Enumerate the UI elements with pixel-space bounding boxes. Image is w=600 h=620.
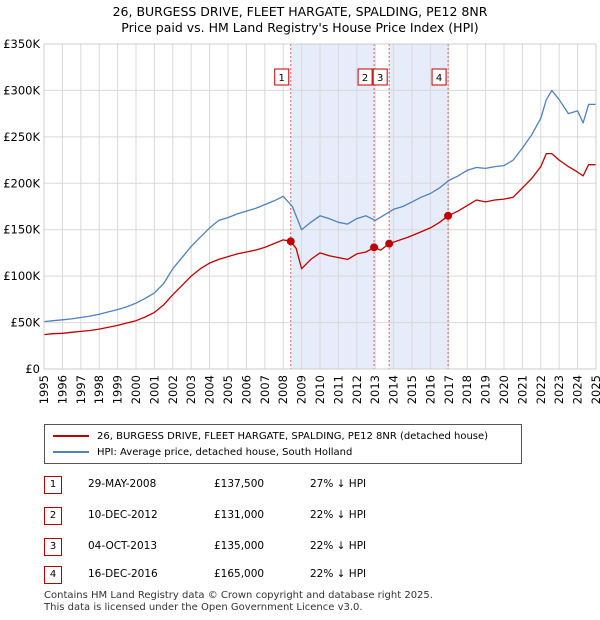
sale-point — [286, 237, 295, 246]
x-tick-label: 2021 — [515, 375, 529, 404]
sale-label-text: 2 — [362, 73, 368, 84]
table-row: 2 10-DEC-2012 £131,000 22% ↓ HPI — [40, 507, 560, 525]
x-tick-label: 2015 — [405, 375, 419, 404]
x-tick-label: 2005 — [221, 375, 235, 404]
sale-hpi-diff: 22% ↓ HPI — [310, 509, 367, 521]
sale-point — [385, 239, 394, 248]
y-tick-label: £250K — [3, 130, 40, 144]
sale-label-box — [357, 68, 373, 86]
sale-label-box — [431, 68, 447, 86]
x-tick-label: 1996 — [55, 375, 69, 404]
x-tick-label: 1999 — [111, 375, 125, 404]
sale-hpi-diff: 22% ↓ HPI — [310, 540, 367, 552]
legend-item-hpi: HPI: Average price, detached house, Sout… — [53, 445, 352, 459]
sale-date: 10-DEC-2012 — [88, 509, 158, 521]
sale-hpi-diff: 27% ↓ HPI — [310, 478, 367, 490]
plot-border — [43, 43, 597, 370]
x-tick-label: 2017 — [442, 375, 456, 404]
sale-number-badge: 3 — [44, 538, 62, 556]
sale-point — [370, 243, 379, 252]
x-tick-label: 2025 — [589, 375, 600, 404]
sale-label-text: 1 — [279, 73, 285, 84]
table-row: 1 29-MAY-2008 £137,500 27% ↓ HPI — [40, 476, 560, 494]
legend-label-hpi: HPI: Average price, detached house, Sout… — [97, 446, 353, 458]
table-row: 4 16-DEC-2016 £165,000 22% ↓ HPI — [40, 566, 560, 584]
x-tick-label: 2008 — [276, 375, 290, 404]
sale-date: 29-MAY-2008 — [88, 478, 157, 490]
sale-price: £135,000 — [214, 540, 265, 552]
sale-number-badge: 2 — [44, 507, 62, 525]
x-tick-label: 2002 — [166, 375, 180, 404]
footer-copyright: Contains HM Land Registry data © Crown c… — [44, 590, 433, 601]
y-tick-label: £0 — [25, 362, 40, 376]
legend-item-price-paid: 26, BURGESS DRIVE, FLEET HARGATE, SPALDI… — [53, 429, 488, 443]
legend-swatch-price-paid — [53, 435, 89, 437]
table-row: 3 04-OCT-2013 £135,000 22% ↓ HPI — [40, 538, 560, 556]
x-tick-label: 1995 — [37, 375, 51, 404]
sale-label-text: 3 — [377, 73, 383, 84]
sale-price: £165,000 — [214, 568, 265, 580]
y-tick-label: £200K — [3, 176, 40, 190]
chart-subtitle: Price paid vs. HM Land Registry's House … — [121, 20, 479, 35]
x-tick-label: 2020 — [497, 375, 511, 404]
y-tick-label: £150K — [3, 223, 40, 237]
footer-license: This data is licensed under the Open Gov… — [44, 602, 363, 613]
x-tick-label: 2012 — [350, 375, 364, 404]
price-chart: 1 2 3 4 £0 £50K £100K £150K £200K £250K £300K £350K… — [3, 37, 600, 404]
sale-point — [444, 211, 453, 220]
legend: 26, BURGESS DRIVE, FLEET HARGATE, SPALDI… — [44, 424, 522, 464]
x-tick-label: 2011 — [331, 375, 345, 404]
legend-label-price-paid: 26, BURGESS DRIVE, FLEET HARGATE, SPALDI… — [97, 430, 489, 442]
x-tick-label: 2014 — [387, 375, 401, 404]
sale-hpi-diff: 22% ↓ HPI — [310, 568, 367, 580]
x-tick-label: 1997 — [74, 375, 88, 404]
x-tick-label: 2018 — [460, 375, 474, 404]
sale-number-badge: 1 — [44, 476, 62, 494]
x-tick-label: 2004 — [203, 375, 217, 404]
x-tick-label: 1998 — [92, 375, 106, 404]
x-tick-label: 2006 — [239, 375, 253, 404]
x-tick-label: 2019 — [479, 375, 493, 404]
sale-label-box — [372, 68, 388, 86]
sale-date: 16-DEC-2016 — [88, 568, 158, 580]
footer-credits: Contains HM Land Registry data © Crown c… — [44, 590, 433, 614]
x-tick-label: 2022 — [534, 375, 548, 404]
x-tick-label: 2009 — [295, 375, 309, 404]
sale-period-shade — [290, 44, 375, 369]
x-tick-label: 2007 — [258, 375, 272, 404]
x-tick-label: 2024 — [571, 375, 585, 404]
x-tick-label: 2000 — [129, 375, 143, 404]
x-tick-label: 2010 — [313, 375, 327, 404]
chart-title: 26, BURGESS DRIVE, FLEET HARGATE, SPALDI… — [112, 4, 488, 19]
x-tick-label: 2013 — [368, 375, 382, 404]
y-tick-label: £50K — [11, 316, 41, 330]
y-tick-label: £300K — [3, 83, 40, 97]
sale-price: £137,500 — [214, 478, 265, 490]
sale-period-shade — [389, 44, 449, 369]
sale-number-badge: 4 — [44, 566, 62, 584]
x-tick-label: 2001 — [147, 375, 161, 404]
x-tick-label: 2023 — [552, 375, 566, 404]
legend-swatch-hpi — [53, 451, 89, 453]
x-tick-label: 2003 — [184, 375, 198, 404]
y-tick-label: £100K — [3, 269, 40, 283]
x-tick-label: 2016 — [423, 375, 437, 404]
sale-label-box — [274, 68, 290, 86]
sale-price: £131,000 — [214, 509, 265, 521]
y-tick-label: £350K — [3, 37, 40, 51]
hpi-line — [43, 89, 596, 323]
sale-date: 04-OCT-2013 — [88, 540, 157, 552]
sale-label-text: 4 — [436, 73, 442, 84]
price-paid-line — [43, 152, 596, 336]
